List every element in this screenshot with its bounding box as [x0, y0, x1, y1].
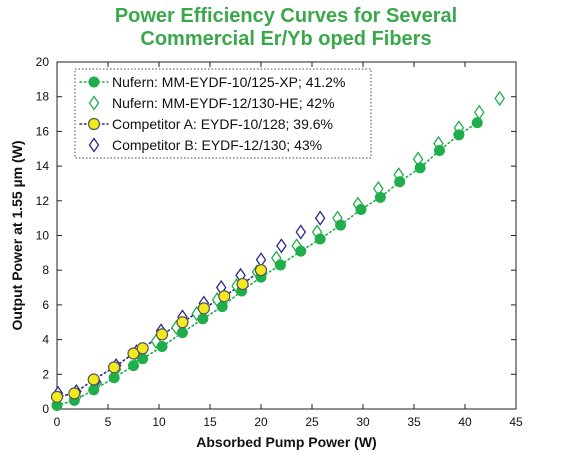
- x-tick-label: 25: [305, 415, 319, 429]
- chart-title-line-2: Commercial Er/Yb oped Fibers: [140, 28, 432, 50]
- point-competitor-b: [276, 238, 287, 254]
- point-competitor-a: [50, 390, 64, 403]
- y-tick-label: 18: [36, 90, 50, 104]
- point-nufern-xp: [108, 372, 120, 384]
- series-lines: [56, 121, 479, 407]
- x-tick-label: 0: [54, 415, 61, 429]
- point-nufern-xp: [314, 233, 326, 245]
- y-tick-label: 12: [36, 194, 50, 208]
- legend: Nufern: MM-EYDF-10/125-XP; 41.2% Nufern: …: [74, 68, 372, 159]
- y-tick-label: 20: [36, 55, 50, 69]
- y-tick-label: 4: [42, 333, 49, 347]
- y-tick-label: 8: [42, 263, 49, 277]
- point-nufern-xp: [434, 144, 445, 156]
- legend-marker-competitor-a: [87, 117, 101, 131]
- x-tick-label: 30: [356, 415, 370, 429]
- x-tick-label: 40: [458, 415, 472, 429]
- legend-label-nufern-he: Nufern: MM-EYDF-12/130-HE; 42%: [112, 95, 335, 111]
- x-tick-label: 5: [105, 415, 112, 429]
- legend-label-nufern-xp: Nufern: MM-EYDF-10/125-XP; 41.2%: [112, 74, 345, 90]
- y-tick-label: 16: [36, 124, 50, 138]
- point-nufern-xp: [88, 384, 100, 396]
- point-competitor-a: [136, 342, 149, 355]
- point-competitor-b: [314, 210, 326, 226]
- axes-layer: [56, 61, 517, 410]
- legend-marker-competitor-b: [88, 137, 100, 153]
- point-nufern-xp: [394, 176, 406, 188]
- point-competitor-a: [155, 328, 169, 341]
- point-nufern-xp: [295, 245, 307, 257]
- point-competitor-a: [197, 302, 210, 315]
- point-nufern-he: [494, 90, 505, 107]
- legend-label-competitor-a: Competitor A: EYDF-10/128; 39.6%: [112, 116, 333, 132]
- series-line-nufern-xp: [56, 121, 479, 407]
- x-tick-label: 15: [203, 415, 217, 429]
- point-nufern-xp: [216, 301, 228, 313]
- point-competitor-a: [108, 361, 121, 374]
- point-competitor-a: [236, 277, 249, 291]
- x-tick-label: 20: [254, 415, 268, 429]
- point-competitor-a: [127, 347, 140, 360]
- legend-frame: [74, 68, 372, 159]
- y-tick-label: 6: [42, 298, 49, 312]
- point-nufern-xp: [176, 327, 188, 339]
- y-tick-label: 0: [42, 402, 49, 416]
- legend-label-competitor-b: Competitor B: EYDF-12/130; 43%: [112, 137, 322, 153]
- point-competitor-a: [254, 264, 268, 277]
- y-tick-label: 14: [36, 159, 50, 173]
- x-tick-label: 10: [152, 415, 166, 429]
- point-nufern-xp: [453, 129, 465, 141]
- point-nufern-xp: [414, 162, 426, 174]
- point-nufern-xp: [355, 203, 367, 215]
- point-nufern-xp: [197, 313, 209, 325]
- legend-marker-nufern-xp: [88, 76, 100, 88]
- x-tick-label: 35: [407, 415, 421, 429]
- y-axis-label: Output Power at 1.55 µm (W): [9, 140, 25, 330]
- point-competitor-b: [295, 224, 307, 240]
- data-marks: [50, 90, 505, 412]
- x-tick-label: 45: [509, 415, 523, 429]
- point-nufern-xp: [374, 191, 386, 203]
- point-nufern-xp: [274, 259, 286, 271]
- x-axis-label: Absorbed Pump Power (W): [196, 434, 376, 450]
- point-nufern-xp: [156, 341, 168, 353]
- point-nufern-xp: [335, 219, 347, 231]
- point-competitor-a: [68, 387, 81, 400]
- point-nufern-he: [473, 104, 485, 120]
- y-tick-label: 10: [36, 229, 50, 243]
- chart-title-line-1: Power Efficiency Curves for Several: [114, 5, 458, 27]
- point-nufern-xp: [128, 360, 139, 372]
- tick-labels: 0 5 10 15 20 25 30 35 40 45 0 2 4 6 8 10 12 14 16 18 20: [36, 55, 523, 429]
- point-nufern-xp: [471, 117, 483, 129]
- point-competitor-a: [87, 373, 100, 386]
- point-competitor-a: [176, 316, 189, 329]
- y-tick-label: 2: [42, 367, 49, 381]
- legend-marker-nufern-he: [88, 95, 100, 111]
- point-competitor-a: [218, 290, 231, 303]
